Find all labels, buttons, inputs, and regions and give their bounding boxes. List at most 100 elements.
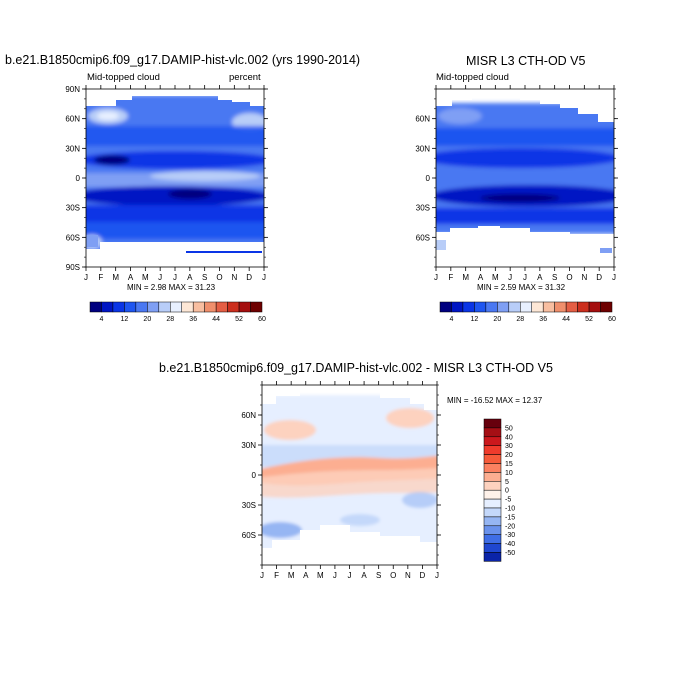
diff-colorbar-box	[483, 463, 502, 473]
diff-colorbar-label: 5	[505, 479, 509, 486]
obs-colorbar-label: 28	[516, 316, 524, 323]
diff-ytick-label: 30N	[241, 441, 256, 450]
model-xtick-label: M	[142, 273, 149, 282]
model-colorbar-label: 52	[235, 316, 243, 323]
obs-minmax: MIN = 2.59 MAX = 31.32	[477, 283, 566, 292]
diff-colorbar-box	[483, 507, 502, 518]
obs-y-axis: 60N 30N 0 30S 60S	[415, 88, 618, 268]
obs-xtick-label: J	[523, 273, 527, 282]
obs-xtick-label: M	[492, 273, 499, 282]
obs-colorbar-box	[485, 301, 498, 313]
obs-field	[436, 89, 614, 267]
diff-colorbar-label: -10	[505, 506, 515, 513]
model-xtick-label: F	[98, 273, 103, 282]
obs-left-label: Mid-topped cloud	[436, 72, 509, 83]
model-colorbar-label: 36	[189, 316, 197, 323]
model-colorbar-box	[204, 301, 217, 313]
model-colorbar-box	[112, 301, 125, 313]
obs-colorbar-label: 12	[471, 316, 479, 323]
diff-colorbar-label: -50	[505, 550, 515, 557]
obs-xtick-label: J	[508, 273, 512, 282]
model-xtick-label: J	[173, 273, 177, 282]
model-xtick-label: J	[84, 273, 88, 282]
diff-xtick-label: O	[390, 571, 396, 580]
obs-colorbar-box	[474, 301, 487, 313]
model-colorbar-box	[89, 301, 102, 313]
model-colorbar: 4 12 20 28 36 44 52 60	[89, 301, 266, 323]
obs-xtick-label: A	[478, 273, 484, 282]
diff-colorbar-label: -30	[505, 532, 515, 539]
diff-xtick-label: S	[376, 571, 381, 580]
diff-colorbar-box	[483, 445, 502, 455]
obs-colorbar-box	[508, 301, 521, 313]
obs-colorbar-box	[497, 301, 510, 313]
model-xtick-label: A	[187, 273, 193, 282]
diff-colorbar-label: 10	[505, 470, 513, 477]
diff-xtick-label: M	[317, 571, 324, 580]
model-colorbar-box	[181, 301, 194, 313]
model-colorbar-label: 44	[212, 316, 220, 323]
obs-colorbar-label: 20	[493, 316, 501, 323]
diff-colorbar-label: -5	[505, 497, 511, 504]
obs-colorbar: 4 12 20 28 36 44 52 60	[439, 301, 616, 323]
model-colorbar-box	[250, 301, 263, 313]
obs-xtick-label: O	[566, 273, 572, 282]
obs-colorbar-box	[577, 301, 590, 313]
obs-colorbar-label: 44	[562, 316, 570, 323]
model-ytick-label: 90N	[65, 85, 80, 94]
obs-colorbar-box	[565, 301, 578, 313]
diff-xtick-label: N	[405, 571, 411, 580]
obs-ytick-label: 0	[426, 174, 431, 183]
obs-colorbar-label: 60	[608, 316, 616, 323]
model-colorbar-label: 60	[258, 316, 266, 323]
diff-colorbar-label: -40	[505, 541, 515, 548]
diff-colorbar-box	[483, 427, 502, 438]
diff-colorbar-label: 0	[505, 488, 509, 495]
diff-colorbar-label: -15	[505, 514, 515, 521]
diff-ytick-label: 30S	[242, 501, 256, 510]
model-colorbar-box	[135, 301, 148, 313]
diff-xtick-label: D	[420, 571, 426, 580]
model-colorbar-box	[192, 301, 205, 313]
model-colorbar-label: 20	[143, 316, 151, 323]
diff-xtick-label: A	[303, 571, 309, 580]
model-xtick-label: N	[231, 273, 237, 282]
model-colorbar-box	[238, 301, 251, 313]
diff-minmax: MIN = -16.52 MAX = 12.37	[447, 396, 543, 405]
diff-colorbar-label: -20	[505, 523, 515, 530]
diff-colorbar-box	[483, 454, 502, 464]
diff-xtick-label: F	[274, 571, 279, 580]
model-colorbar-label: 4	[100, 316, 104, 323]
obs-colorbar-box	[554, 301, 567, 313]
model-ytick-label: 0	[76, 174, 81, 183]
diff-colorbar-box	[483, 543, 502, 553]
model-y-axis: 90N 60N 30N 0 30S 60S 90S	[65, 85, 268, 272]
obs-ytick-label: 30S	[416, 204, 430, 213]
diff-xtick-label: M	[288, 571, 295, 580]
obs-xtick-label: J	[612, 273, 616, 282]
diff-colorbar-box	[483, 418, 502, 429]
obs-colorbar-box	[462, 301, 475, 313]
obs-xtick-label: F	[448, 273, 453, 282]
diff-xtick-label: J	[348, 571, 352, 580]
obs-colorbar-box	[520, 301, 532, 313]
diff-y-axis: 60N 30N 0 30S 60S	[241, 384, 441, 566]
obs-colorbar-label: 52	[585, 316, 593, 323]
diff-colorbar-label: 20	[505, 452, 513, 459]
model-ytick-label: 60N	[65, 115, 80, 124]
diff-colorbar-box	[483, 436, 502, 446]
diff-xtick-label: J	[435, 571, 439, 580]
obs-xtick-label: M	[462, 273, 469, 282]
obs-colorbar-box	[531, 301, 544, 313]
model-colorbar-box	[215, 301, 228, 313]
diff-xtick-label: J	[260, 571, 264, 580]
diff-colorbar-box	[483, 525, 502, 535]
model-colorbar-box	[227, 301, 240, 313]
model-colorbar-box	[124, 301, 137, 313]
model-colorbar-box	[158, 301, 171, 313]
obs-colorbar-box	[542, 301, 555, 313]
diff-colorbar-box	[483, 489, 502, 500]
obs-ytick-label: 60S	[416, 233, 430, 242]
